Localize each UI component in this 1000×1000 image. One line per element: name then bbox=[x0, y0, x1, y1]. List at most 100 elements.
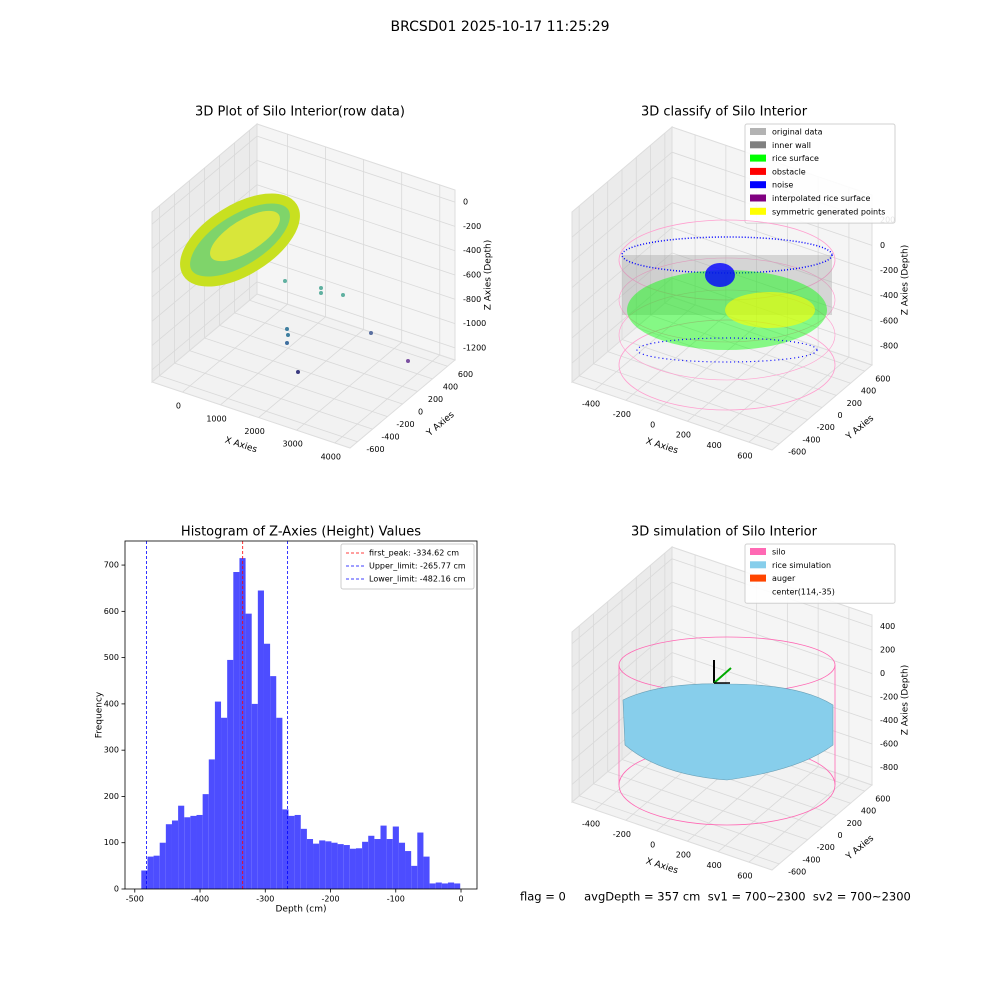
y-tick-label: 400 bbox=[861, 807, 876, 816]
chart-title: 3D simulation of Silo Interior bbox=[631, 525, 818, 540]
dot bbox=[286, 333, 290, 337]
legend-label: center(114,-35) bbox=[772, 587, 835, 596]
bar bbox=[313, 843, 320, 889]
grid-line bbox=[671, 628, 873, 698]
y-tick-label: 0 bbox=[418, 408, 423, 417]
bar bbox=[423, 856, 430, 889]
bar bbox=[392, 826, 399, 889]
bar bbox=[343, 845, 350, 889]
noise-ring bbox=[636, 337, 818, 363]
grid-line bbox=[151, 160, 258, 249]
z-tick-label: -1000 bbox=[463, 319, 486, 328]
bar bbox=[306, 839, 314, 889]
grid-line bbox=[256, 232, 456, 300]
z-tick-label: -800 bbox=[880, 342, 898, 351]
bar bbox=[190, 815, 197, 889]
x-tick-label: 0 bbox=[176, 402, 181, 411]
legend-label: noise bbox=[772, 181, 793, 190]
dot bbox=[406, 359, 410, 363]
x-axis-label: Depth (cm) bbox=[275, 905, 326, 915]
bar bbox=[276, 717, 283, 889]
y-tick-label: -200 bbox=[817, 423, 835, 432]
legend-label: interpolated rice surface bbox=[772, 194, 870, 203]
z-tick-label: -600 bbox=[880, 739, 898, 748]
grid-line bbox=[621, 339, 823, 408]
y-tick-label: 200 bbox=[847, 819, 862, 828]
y-tick-label: 100 bbox=[104, 838, 119, 847]
bar bbox=[147, 856, 154, 889]
grid-line bbox=[579, 795, 780, 865]
grid-line bbox=[571, 151, 673, 238]
legend-swatch bbox=[750, 167, 766, 175]
legend-swatch bbox=[750, 561, 766, 569]
grid-line bbox=[571, 277, 673, 364]
legend-box bbox=[340, 543, 475, 590]
legend-label: silo bbox=[772, 548, 786, 557]
bar bbox=[184, 817, 191, 889]
legend-label: original data bbox=[772, 128, 823, 137]
x-tick-label: 400 bbox=[707, 441, 722, 450]
silo-ring bbox=[618, 289, 836, 381]
bar bbox=[171, 820, 179, 889]
legend-label: inner wall bbox=[772, 141, 811, 150]
bar bbox=[214, 701, 222, 889]
z-tick-label: -200 bbox=[463, 222, 481, 231]
bar bbox=[435, 882, 442, 889]
status-text: flag = 0 avgDepth = 357 cm sv1 = 700~230… bbox=[520, 890, 911, 904]
legend-label: first_peak: -334.62 cm bbox=[369, 549, 459, 558]
silo-bottom bbox=[618, 319, 836, 411]
grid-line bbox=[607, 351, 808, 421]
bar bbox=[300, 828, 307, 889]
bar bbox=[208, 759, 215, 889]
y-tick-label: 200 bbox=[847, 399, 862, 408]
y-tick-label: 700 bbox=[104, 561, 119, 570]
legend-label: symmetric generated points bbox=[772, 207, 885, 216]
bar bbox=[270, 676, 277, 889]
legend-label: rice simulation bbox=[772, 561, 831, 570]
bar bbox=[159, 842, 166, 889]
bar bbox=[319, 840, 326, 889]
y-tick-label: 200 bbox=[104, 792, 119, 801]
grid-line bbox=[671, 581, 873, 651]
bar bbox=[245, 613, 252, 889]
z-tick-label: -200 bbox=[880, 266, 898, 275]
legend-label: Upper_limit: -265.77 cm bbox=[369, 562, 466, 571]
bar bbox=[405, 851, 412, 889]
grid-line bbox=[151, 281, 258, 371]
legend-label: obstacle bbox=[772, 167, 806, 176]
grid-line bbox=[174, 362, 373, 430]
x-tick-label: -200 bbox=[321, 895, 339, 904]
y-tick-label: 0 bbox=[837, 411, 842, 420]
bar bbox=[429, 883, 436, 889]
legend-swatch bbox=[750, 154, 766, 162]
x-tick-label: -400 bbox=[582, 819, 600, 828]
grid-line bbox=[571, 605, 673, 691]
z-tick-label: -800 bbox=[463, 295, 481, 304]
z-tick-label: -400 bbox=[463, 246, 481, 255]
y-tick-label: -400 bbox=[802, 435, 820, 444]
grid-line bbox=[219, 325, 418, 392]
x-tick-label: 4000 bbox=[321, 452, 341, 461]
grid-line bbox=[256, 135, 456, 203]
x-tick-label: 600 bbox=[737, 872, 752, 881]
legend-swatch bbox=[750, 181, 766, 189]
y-tick-label: 600 bbox=[875, 375, 890, 384]
y-tick-label: 300 bbox=[104, 746, 119, 755]
grid-line bbox=[650, 314, 851, 384]
dot bbox=[285, 327, 289, 331]
silo-top bbox=[618, 219, 836, 301]
grid-line bbox=[571, 202, 673, 288]
z-tick-label: -400 bbox=[880, 716, 898, 725]
dot bbox=[319, 291, 323, 295]
dot bbox=[341, 293, 345, 297]
bar bbox=[282, 809, 289, 889]
x-tick-label: -400 bbox=[191, 895, 209, 904]
bar bbox=[380, 825, 387, 889]
y-tick-label: 600 bbox=[104, 607, 119, 616]
grid-line bbox=[571, 652, 673, 738]
y-tick-label: 400 bbox=[861, 387, 876, 396]
grid-line bbox=[249, 299, 448, 367]
y-tick-label: 0 bbox=[114, 885, 119, 894]
